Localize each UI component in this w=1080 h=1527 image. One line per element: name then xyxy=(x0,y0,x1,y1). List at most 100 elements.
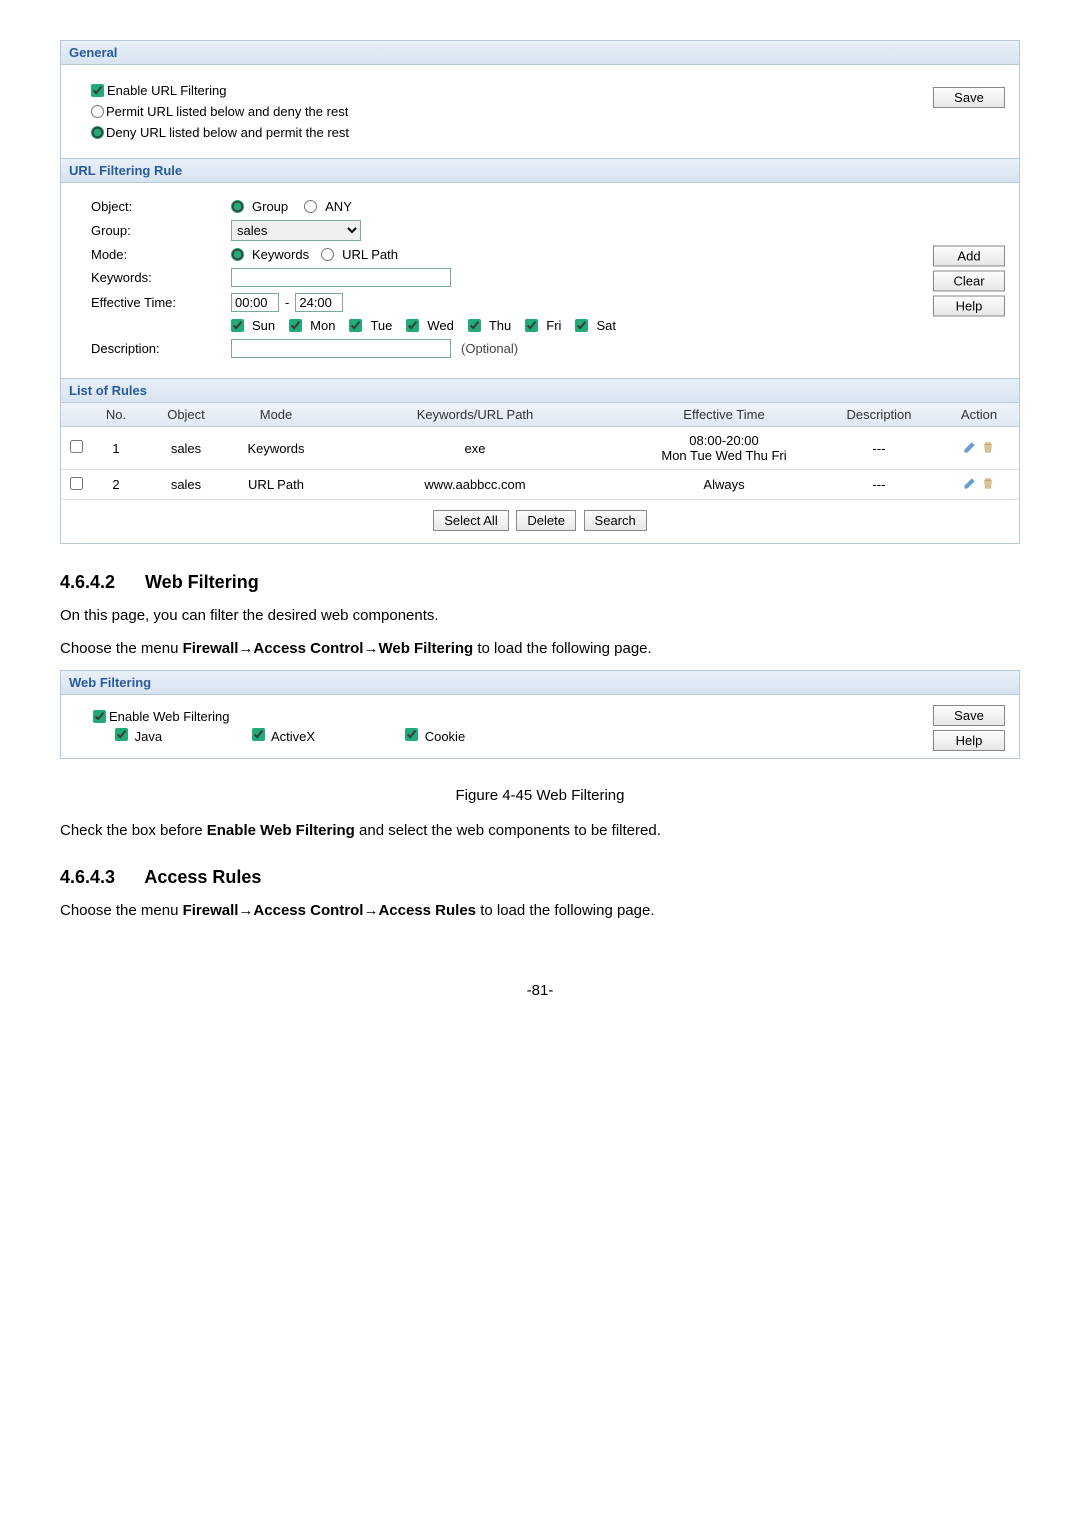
enable-web-filtering-label: Enable Web Filtering xyxy=(109,709,229,724)
efftime-row-label: Effective Time: xyxy=(91,295,231,310)
rules-bottom-buttons: Select All Delete Search xyxy=(61,500,1019,543)
edit-icon[interactable] xyxy=(963,440,977,457)
col-object: Object xyxy=(141,403,231,427)
cell-time: 08:00-20:00Mon Tue Wed Thu Fri xyxy=(629,427,819,470)
permit-policy-label: Permit URL listed below and deny the res… xyxy=(106,104,348,119)
table-row: 2salesURL Pathwww.aabbcc.comAlways--- xyxy=(61,470,1019,500)
cell-kw: www.aabbcc.com xyxy=(321,470,629,500)
day-tue-label: Tue xyxy=(370,318,392,333)
url-rule-header: URL Filtering Rule xyxy=(61,158,1019,183)
delete-icon[interactable] xyxy=(981,476,995,493)
search-button[interactable]: Search xyxy=(584,510,647,531)
clear-button[interactable]: Clear xyxy=(933,270,1005,291)
mode-urlpath-radio[interactable] xyxy=(321,248,334,261)
group-select[interactable]: sales xyxy=(231,220,361,241)
java-checkbox[interactable] xyxy=(115,728,128,741)
java-label: Java xyxy=(135,729,162,744)
enable-web-filtering-checkbox[interactable] xyxy=(93,710,106,723)
enable-url-filtering-label: Enable URL Filtering xyxy=(107,83,226,98)
rules-table: No. Object Mode Keywords/URL Path Effect… xyxy=(61,403,1019,500)
object-group-radio[interactable] xyxy=(231,200,244,213)
cell-mode: URL Path xyxy=(231,470,321,500)
activex-checkbox[interactable] xyxy=(252,728,265,741)
mode-urlpath-label: URL Path xyxy=(342,247,398,262)
deny-policy-label: Deny URL listed below and permit the res… xyxy=(106,125,349,140)
heading-num-1: 4.6.4.2 xyxy=(60,572,140,593)
rules-list-body: No. Object Mode Keywords/URL Path Effect… xyxy=(61,403,1019,543)
paragraph-3: Check the box before Enable Web Filterin… xyxy=(60,820,1020,843)
time-separator: - xyxy=(285,295,289,310)
paragraph-2: Choose the menu Firewall→Access Control→… xyxy=(60,638,1020,661)
time-from-input[interactable] xyxy=(231,293,279,312)
cell-no: 2 xyxy=(91,470,141,500)
row-select-checkbox[interactable] xyxy=(70,440,83,453)
heading-num-2: 4.6.4.3 xyxy=(60,867,140,888)
web-filtering-save-button[interactable]: Save xyxy=(933,705,1005,726)
time-to-input[interactable] xyxy=(295,293,343,312)
mode-row-label: Mode: xyxy=(91,247,231,262)
edit-icon[interactable] xyxy=(963,476,977,493)
description-row-label: Description: xyxy=(91,341,231,356)
day-fri-checkbox[interactable] xyxy=(525,319,538,332)
cell-kw: exe xyxy=(321,427,629,470)
group-row-label: Group: xyxy=(91,223,231,238)
general-header: General xyxy=(61,41,1019,65)
page-number: -81- xyxy=(60,982,1020,999)
col-time: Effective Time xyxy=(629,403,819,427)
description-input[interactable] xyxy=(231,339,451,358)
help-button[interactable]: Help xyxy=(933,295,1005,316)
select-all-button[interactable]: Select All xyxy=(433,510,508,531)
heading-access-rules: 4.6.4.3 Access Rules xyxy=(60,867,1020,888)
cell-action xyxy=(939,470,1019,500)
day-fri-label: Fri xyxy=(546,318,561,333)
web-filtering-panel: Web Filtering Enable Web Filtering Java … xyxy=(60,670,1020,759)
day-sat-label: Sat xyxy=(596,318,616,333)
day-sun-checkbox[interactable] xyxy=(231,319,244,332)
table-row: 1salesKeywordsexe08:00-20:00Mon Tue Wed … xyxy=(61,427,1019,470)
delete-icon[interactable] xyxy=(981,440,995,457)
web-filtering-help-button[interactable]: Help xyxy=(933,730,1005,751)
deny-policy-radio[interactable] xyxy=(91,126,104,139)
general-save-button[interactable]: Save xyxy=(933,87,1005,108)
cell-action xyxy=(939,427,1019,470)
url-rule-body: Object: Group ANY Group: sales Mode: Key… xyxy=(61,183,1019,378)
web-filtering-header: Web Filtering xyxy=(61,671,1019,695)
rules-list-header: List of Rules xyxy=(61,378,1019,403)
day-wed-checkbox[interactable] xyxy=(406,319,419,332)
day-sat-checkbox[interactable] xyxy=(575,319,588,332)
url-filtering-panel: General Enable URL Filtering Permit URL … xyxy=(60,40,1020,544)
day-sun-label: Sun xyxy=(252,318,275,333)
object-any-radio[interactable] xyxy=(304,200,317,213)
cell-mode: Keywords xyxy=(231,427,321,470)
cell-no: 1 xyxy=(91,427,141,470)
cell-object: sales xyxy=(141,427,231,470)
optional-text: (Optional) xyxy=(461,341,518,356)
day-thu-label: Thu xyxy=(489,318,511,333)
add-button[interactable]: Add xyxy=(933,245,1005,266)
activex-label: ActiveX xyxy=(271,729,315,744)
heading-title-1: Web Filtering xyxy=(145,572,259,592)
day-mon-checkbox[interactable] xyxy=(289,319,302,332)
col-kw: Keywords/URL Path xyxy=(321,403,629,427)
figure-caption: Figure 4-45 Web Filtering xyxy=(60,787,1020,804)
delete-button[interactable]: Delete xyxy=(516,510,576,531)
day-tue-checkbox[interactable] xyxy=(349,319,362,332)
heading-web-filtering: 4.6.4.2 Web Filtering xyxy=(60,572,1020,593)
day-wed-label: Wed xyxy=(427,318,454,333)
cookie-label: Cookie xyxy=(425,729,465,744)
days-row: Sun Mon Tue Wed Thu Fri Sat xyxy=(231,318,1005,333)
enable-url-filtering-checkbox[interactable] xyxy=(91,84,104,97)
general-body: Enable URL Filtering Permit URL listed b… xyxy=(61,65,1019,158)
row-select-checkbox[interactable] xyxy=(70,477,83,490)
col-desc: Description xyxy=(819,403,939,427)
keywords-input[interactable] xyxy=(231,268,451,287)
day-thu-checkbox[interactable] xyxy=(468,319,481,332)
col-action: Action xyxy=(939,403,1019,427)
cell-desc: --- xyxy=(819,470,939,500)
web-filtering-body: Enable Web Filtering Java ActiveX Cookie… xyxy=(61,695,1019,758)
mode-keywords-radio[interactable] xyxy=(231,248,244,261)
permit-policy-radio[interactable] xyxy=(91,105,104,118)
cell-desc: --- xyxy=(819,427,939,470)
cookie-checkbox[interactable] xyxy=(405,728,418,741)
paragraph-4: Choose the menu Firewall→Access Control→… xyxy=(60,900,1020,923)
